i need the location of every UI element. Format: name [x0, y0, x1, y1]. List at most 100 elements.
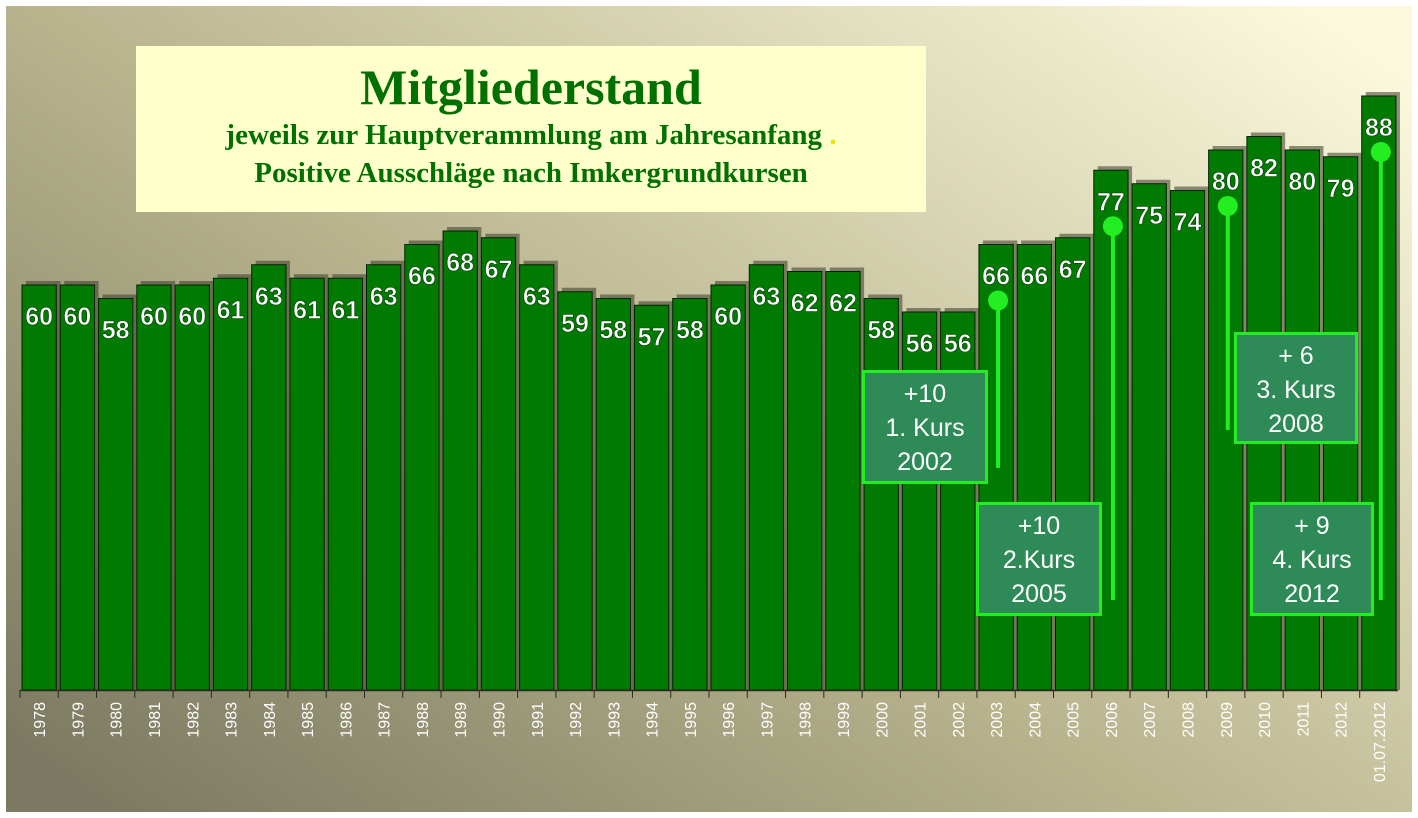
- bar: [672, 298, 708, 691]
- data-label: 56: [944, 330, 972, 358]
- annotation-pin-dot: [1370, 142, 1391, 162]
- annotation-3-year: 2008: [1268, 410, 1324, 438]
- x-tick-label: 1990: [491, 702, 508, 738]
- x-tick-label: 1997: [759, 702, 776, 738]
- data-label: 82: [1250, 155, 1278, 183]
- x-tick-label: 1982: [185, 702, 202, 738]
- annotation-pin-dot: [1102, 216, 1123, 237]
- x-tick-label: 1985: [300, 702, 317, 738]
- chart-title: Mitgliederstand: [360, 59, 702, 115]
- data-label: 66: [982, 263, 1010, 291]
- annotation-2-year: 2005: [1011, 580, 1067, 608]
- bar: [748, 264, 785, 691]
- x-tick-label: 1998: [798, 702, 815, 738]
- tick-labels-layer: 1978 1979 1980 1981 1982 1983 1984 1985 1986 1987…: [19, 689, 1398, 782]
- annotation-box-course-3: + 6 3. Kurs 2008: [1234, 332, 1358, 444]
- bar: [825, 271, 861, 691]
- x-tick-label: 2008: [1180, 702, 1197, 738]
- annotation-box-course-1: +10 1. Kurs 2002: [862, 370, 988, 484]
- data-label: 66: [1020, 263, 1048, 291]
- data-label: 63: [523, 283, 551, 311]
- data-label: 66: [408, 263, 436, 291]
- x-tick-label: 2000: [874, 702, 891, 738]
- x-tick-label: 2007: [1142, 702, 1159, 738]
- data-label: 61: [217, 296, 245, 324]
- bar: [404, 244, 440, 691]
- bar: [710, 284, 746, 691]
- data-label: 61: [293, 296, 321, 324]
- bar: [1016, 244, 1053, 691]
- bar: [557, 291, 593, 691]
- x-tick-label: 2003: [989, 702, 1006, 738]
- bar: [289, 277, 325, 691]
- x-tick-label: 2011: [1295, 702, 1312, 737]
- annotation-4-delta: + 9: [1294, 512, 1330, 540]
- x-tick-label: 1978: [32, 702, 49, 738]
- x-tick-label: 1987: [377, 702, 394, 738]
- x-tick-label: 2002: [951, 702, 968, 738]
- data-label: 88: [1365, 114, 1393, 142]
- bar: [519, 264, 555, 691]
- x-tick-label: 1981: [147, 702, 164, 738]
- data-label: 57: [638, 323, 666, 351]
- annotation-4-course: 4. Kurs: [1272, 546, 1352, 574]
- x-tick-label: 1989: [453, 702, 470, 738]
- x-tick-label: 1991: [530, 702, 547, 738]
- bar: [327, 277, 364, 691]
- x-tick-label: 1984: [262, 702, 279, 738]
- bar: [633, 304, 670, 691]
- data-label: 58: [676, 317, 704, 345]
- data-label: 63: [753, 283, 781, 311]
- data-label: 60: [25, 303, 53, 331]
- bar: [901, 311, 938, 691]
- bar: [59, 284, 96, 691]
- data-label: 77: [1097, 188, 1125, 216]
- bar: [940, 311, 976, 691]
- x-tick-label: 2005: [1066, 702, 1083, 738]
- subtitle-dot: .: [822, 119, 837, 151]
- bar: [251, 264, 287, 691]
- bar: [174, 284, 210, 691]
- data-label: 62: [791, 290, 819, 318]
- annotation-3-course: 3. Kurs: [1256, 376, 1336, 404]
- data-label: 67: [485, 256, 513, 284]
- x-tick-label: 2010: [1257, 702, 1274, 738]
- data-label: 60: [64, 303, 92, 331]
- bar: [787, 271, 823, 691]
- data-label: 61: [331, 296, 359, 324]
- bar: [1055, 237, 1091, 691]
- x-tick-label: 1986: [338, 702, 355, 738]
- annotation-1-course: 1. Kurs: [885, 414, 965, 442]
- annotation-box-course-4: + 9 4. Kurs 2012: [1250, 502, 1374, 616]
- bar: [136, 284, 172, 691]
- bar: [366, 264, 402, 691]
- bar: [1169, 190, 1206, 691]
- annotation-box-course-2: +10 2.Kurs 2005: [976, 502, 1102, 616]
- bar: [98, 298, 134, 691]
- bar: [480, 237, 517, 691]
- x-tick-label: 1988: [415, 702, 432, 738]
- x-tick-label: 1993: [606, 702, 623, 738]
- data-label: 58: [102, 317, 130, 345]
- annotation-3-delta: + 6: [1278, 342, 1314, 370]
- annotation-pin-dot: [988, 290, 1009, 311]
- annotation-pin-dot: [1217, 196, 1238, 216]
- data-label: 68: [446, 249, 474, 277]
- data-label: 79: [1327, 175, 1355, 203]
- x-tick-label: 2001: [913, 702, 930, 738]
- x-tick-label: 01.07.2012: [1372, 702, 1389, 782]
- title-box: Mitgliederstand jeweils zur Hauptveramm­…: [136, 46, 926, 212]
- bar: [595, 298, 631, 691]
- data-label: 56: [906, 330, 934, 358]
- data-label: 67: [1059, 256, 1087, 284]
- data-label: 58: [599, 317, 627, 345]
- data-label: 60: [714, 303, 742, 331]
- annotation-4-year: 2012: [1284, 580, 1340, 608]
- data-label: 59: [561, 310, 589, 338]
- data-label: 80: [1212, 168, 1240, 196]
- x-tick-label: 1994: [645, 702, 662, 738]
- x-tick-label: 1996: [721, 702, 738, 738]
- annotation-1-year: 2002: [897, 448, 953, 476]
- data-label: 63: [370, 283, 398, 311]
